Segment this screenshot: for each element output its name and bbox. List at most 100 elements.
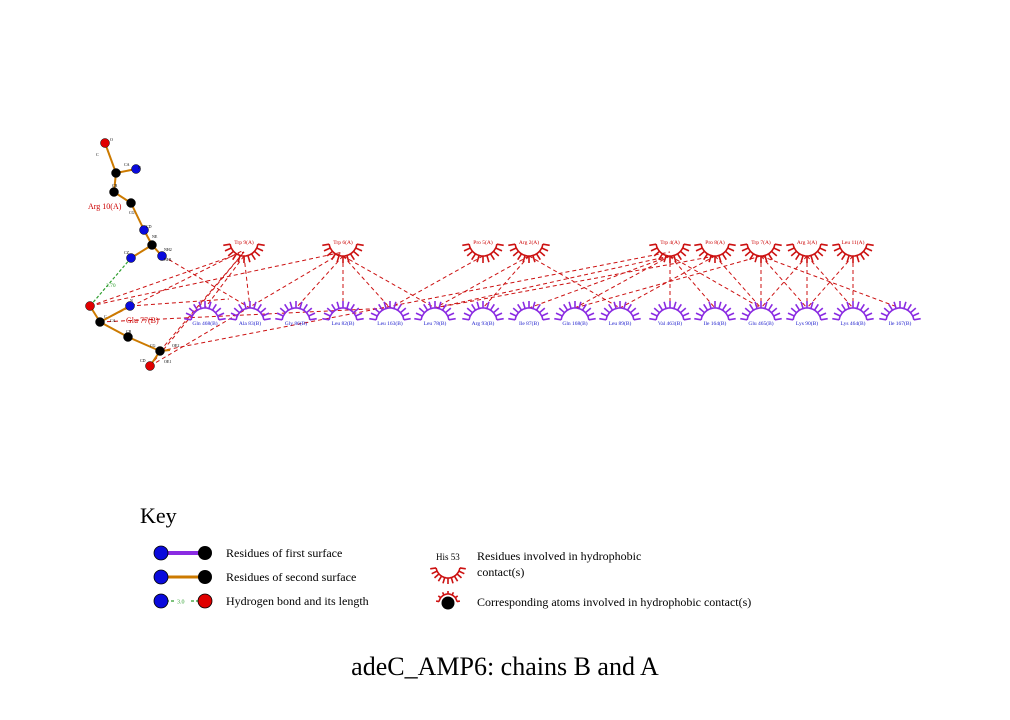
glu-atom-label-2: CA — [110, 318, 116, 323]
contact-line-5 — [342, 255, 436, 309]
residue-label-trp-9-a: Trp 9(A) — [234, 239, 254, 246]
key-second-surface-n-atom — [153, 569, 169, 585]
key-hydrophobic-label-1: Residues involved in hydrophobic — [477, 549, 641, 563]
page-title: adeC_AMP6: chains B and A — [351, 652, 659, 681]
residue-label-leu-82-b: Leu 82(B) — [332, 320, 355, 327]
residue-label-leu-89-b: Leu 89(B) — [609, 320, 632, 327]
arg-atom-7 — [126, 253, 136, 263]
contact-line-21 — [806, 255, 854, 309]
residue-arc-trp-7-a — [740, 243, 782, 263]
arg-atom-label-0: O — [110, 137, 113, 142]
glu-atom-3 — [123, 332, 133, 342]
arg-atom-label-9: NH2 — [164, 247, 172, 252]
contact-line-4 — [342, 255, 391, 309]
glu-bond-2 — [99, 305, 131, 323]
contact-line-12 — [574, 255, 671, 309]
key-title: Key — [140, 503, 177, 528]
arg-atom-3 — [109, 187, 119, 197]
residue-arc-leu-82-b — [322, 301, 364, 321]
key-hydrophobic-arc-icon — [430, 567, 466, 584]
residue-arc-leu-78-b — [414, 301, 456, 321]
residue-arc-arg-2-a — [508, 243, 550, 263]
glu-atom-label-6: OE2 — [172, 343, 179, 348]
residue-arc-leu-163-b — [369, 301, 411, 321]
contact-line-8 — [482, 255, 530, 309]
contact-line-25 — [760, 255, 901, 309]
residue-label-leu-163-b: Leu 163(B) — [377, 320, 403, 327]
key-first-surface-label: Residues of first surface — [226, 546, 342, 560]
contact-line-11 — [528, 255, 671, 309]
key-hydrophobic-label-2: contact(s) — [477, 565, 524, 579]
residue-arc-trp-6-a — [322, 243, 364, 263]
residue-label-pro-8-a: Pro 8(A) — [705, 239, 725, 246]
residue-label-arg-93-b: Arg 93(B) — [472, 320, 495, 327]
residue-arc-pro-8-a — [694, 243, 736, 263]
residue-arc-ala-83-b — [229, 301, 271, 321]
contact-line-2 — [295, 255, 344, 309]
arg-atom-label-4: CB — [112, 183, 118, 188]
hbond-line — [89, 257, 132, 307]
ligand-contact-line-8 — [129, 298, 230, 307]
residue-label-glu-465-b: Glu 465(B) — [748, 320, 773, 327]
arg-atom-label-3: N — [138, 165, 141, 170]
arg-bond-0 — [104, 142, 117, 174]
contact-line-27 — [574, 255, 762, 309]
glu-bond-1 — [99, 321, 129, 338]
residue-arc-val-463-b — [649, 301, 691, 321]
arg-atom-label-10: NH1 — [164, 257, 172, 262]
contact-line-22 — [806, 255, 854, 309]
ligand-contact-line-2 — [99, 307, 391, 323]
residue-arc-lys-464-b — [832, 301, 874, 321]
residue-label-arg-3-a: Arg 3(A) — [797, 239, 817, 246]
glu-atom-label-3: CB — [126, 329, 132, 334]
arg-atom-2 — [131, 164, 141, 174]
contact-line-7 — [434, 255, 530, 309]
contact-line-17 — [714, 255, 762, 309]
key-hbond-length: 3.0 — [177, 600, 185, 606]
arg-atom-8 — [157, 251, 167, 261]
contact-line-10 — [434, 255, 671, 309]
residue-label-gly-86-b: Gly 86(B) — [285, 320, 308, 327]
glu-atom-4 — [155, 346, 165, 356]
key-second-surface-c-atom — [198, 570, 212, 584]
key-contact-atom — [441, 596, 455, 610]
arg-atom-4 — [126, 198, 136, 208]
glu-atom-label-5: CD — [140, 358, 146, 363]
glu-atom-2 — [85, 301, 95, 311]
residue-arc-ile-167-b — [879, 301, 921, 321]
glu-atom-0 — [125, 301, 135, 311]
ligand-label-glu77: Glu 77(B) — [126, 316, 159, 325]
residue-label-trp-6-a: Trp 6(A) — [333, 239, 353, 246]
contact-line-6 — [389, 255, 484, 309]
hydrophobic-contact-lines — [89, 249, 901, 367]
residue-label-lys-90-b: Lys 90(B) — [796, 320, 818, 327]
key-atom-arc-shape — [435, 591, 461, 603]
arg-bond-4 — [130, 202, 145, 231]
ligand-contact-line-7 — [159, 251, 671, 352]
key-first-surface-n-atom — [153, 545, 169, 561]
residue-label-lys-464-b: Lys 464(B) — [841, 320, 866, 327]
residue-arc-gln-168-b — [554, 301, 596, 321]
arg-atom-label-7: NE — [152, 234, 158, 239]
residue-label-ile-87-b: Ile 87(B) — [519, 320, 539, 327]
ligand-contact-line-9 — [99, 249, 245, 323]
arg-atom-label-6: CD — [146, 224, 152, 229]
contact-line-20 — [760, 255, 808, 309]
arg-atom-label-1: C — [96, 152, 99, 157]
residue-arc-glu-465-b — [740, 301, 782, 321]
contact-line-1 — [243, 255, 251, 309]
residue-arc-arg-93-b — [462, 301, 504, 321]
residue-arc-leu-11-a — [832, 243, 874, 263]
key-example-residue: His 53 — [436, 552, 460, 562]
residue-label-trp-7-a: Trp 7(A) — [751, 239, 771, 246]
residue-arc-arg-3-a — [786, 243, 828, 263]
residue-arc-leu-89-b — [599, 301, 641, 321]
residue-arc-ile-164-b — [694, 301, 736, 321]
arg-atom-0 — [100, 138, 110, 148]
residue-arc-trp-9-a — [223, 243, 265, 263]
arg-atom-label-2: CA — [124, 162, 130, 167]
arg-atom-label-5: CG — [129, 210, 135, 215]
residue-arc-gly-86-b — [275, 301, 317, 321]
